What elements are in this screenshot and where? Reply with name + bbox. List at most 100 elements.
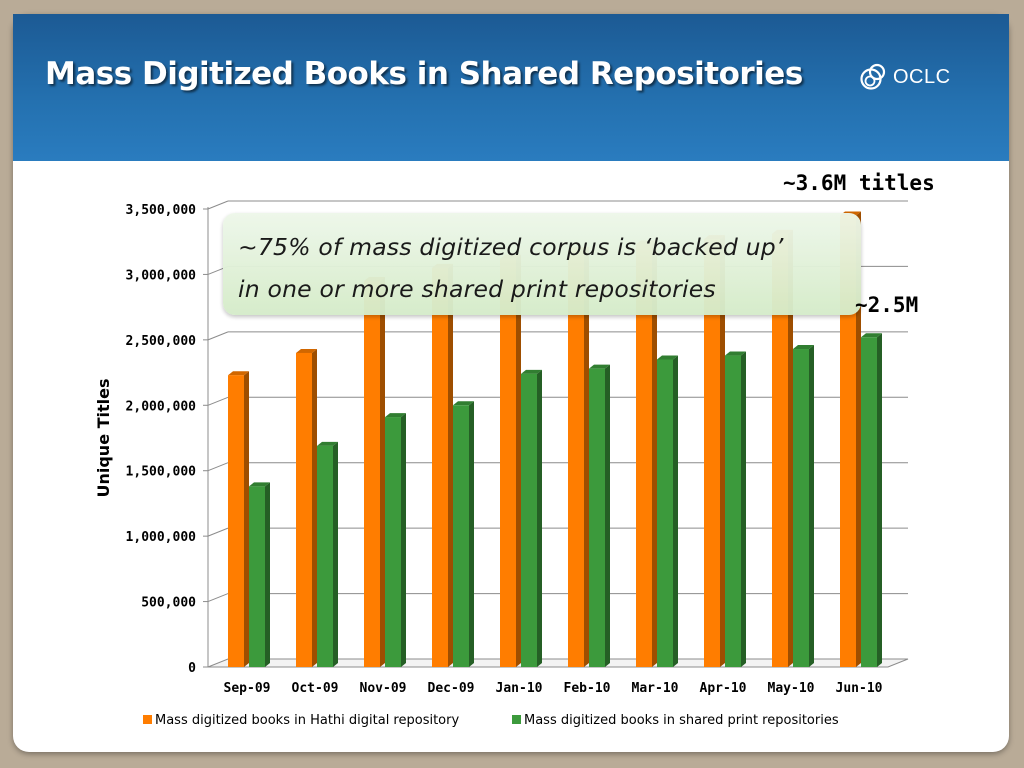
bar-top	[657, 355, 678, 360]
x-tick-label: Jan-10	[496, 681, 543, 696]
x-tick-label: Dec-09	[428, 681, 475, 696]
bar-side	[312, 348, 317, 667]
x-tick-label: Jun-10	[836, 681, 883, 696]
bar-face	[636, 244, 652, 667]
bar-face	[453, 405, 469, 667]
annotation-shared-titles: ~2.5M	[855, 293, 919, 317]
callout-box	[223, 213, 861, 315]
bar-shared-print	[725, 351, 746, 667]
bar-side	[380, 276, 385, 667]
bar-face	[861, 337, 877, 667]
x-tick-label: Sep-09	[224, 681, 271, 696]
bar-hathi	[296, 348, 317, 667]
y-tick-label: 1,000,000	[126, 530, 197, 545]
bar-side	[537, 369, 542, 667]
slide-title: Mass Digitized Books in Shared Repositor…	[45, 56, 803, 92]
bar-top	[793, 345, 814, 350]
bar-shared-print	[521, 369, 542, 667]
bar-hathi	[568, 246, 589, 668]
bar-side	[265, 482, 270, 667]
bar-face	[228, 375, 244, 667]
bar-hathi	[840, 211, 861, 668]
bar-face	[840, 215, 856, 668]
y-tick-label: 2,000,000	[126, 399, 197, 414]
bar-shared-print	[317, 441, 338, 667]
bar-side	[448, 263, 453, 667]
bar-side	[584, 246, 589, 668]
bar-shared-print	[249, 482, 270, 667]
x-tick-label: Oct-09	[292, 681, 339, 696]
bar-top	[521, 369, 542, 374]
bar-face	[568, 250, 584, 668]
bar-side	[516, 254, 521, 667]
callout-line-2: in one or more shared print repositories	[238, 275, 716, 303]
bar-top	[249, 482, 270, 487]
callout-line-1: ~75% of mass digitized corpus is ‘backed…	[238, 233, 784, 261]
y-axis-label: Unique Titles	[94, 378, 113, 497]
bar-top	[725, 351, 746, 356]
callout-text: ~75% of mass digitized corpus is ‘backed…	[238, 226, 858, 310]
bar-hathi	[228, 371, 249, 667]
y-tick-label: 2,500,000	[126, 334, 197, 349]
bar-side	[856, 211, 861, 668]
bar-face	[432, 267, 448, 667]
bar-face	[793, 349, 809, 667]
bar-shared-print	[589, 364, 610, 667]
bar-side	[809, 345, 814, 667]
legend-label: Mass digitized books in Hathi digital re…	[155, 713, 459, 728]
gridline-depth	[207, 331, 229, 341]
y-tick-label: 3,500,000	[126, 203, 197, 218]
x-tick-label: May-10	[768, 681, 815, 696]
gridline-depth	[207, 462, 229, 472]
bar-top	[453, 401, 474, 406]
bar-face	[772, 233, 788, 667]
oclc-logo-icon	[860, 63, 886, 90]
bar-side	[673, 355, 678, 667]
logo-text: OCLC	[893, 65, 951, 88]
bar-top	[861, 333, 882, 338]
bar-face	[500, 258, 516, 667]
legend-swatch	[512, 715, 521, 724]
bar-side	[741, 351, 746, 667]
bar-shared-print	[793, 345, 814, 667]
bar-side	[244, 371, 249, 667]
bar-side	[652, 240, 657, 668]
legend-label: Mass digitized books in shared print rep…	[524, 713, 839, 728]
y-tick-label: 500,000	[141, 596, 196, 611]
gridline-depth	[207, 593, 229, 603]
bar-hathi	[364, 276, 385, 667]
bar-top	[296, 348, 317, 353]
oclc-logo: OCLC	[859, 61, 951, 93]
bar-top	[317, 441, 338, 446]
annotation-total-titles: ~3.6M titles	[783, 171, 935, 195]
bar-face	[657, 359, 673, 667]
y-tick-label: 1,500,000	[126, 465, 197, 480]
bar-face	[317, 445, 333, 667]
bar-face	[364, 280, 380, 667]
y-tick-label: 0	[188, 661, 196, 676]
gridline-depth	[207, 527, 229, 537]
title-banner	[13, 14, 1009, 161]
bar-hathi	[704, 235, 725, 667]
x-tick-label: Apr-10	[700, 681, 747, 696]
bar-face	[725, 355, 741, 667]
bar-side	[720, 235, 725, 667]
y-tick-label: 3,000,000	[126, 268, 197, 283]
bar-shared-print	[385, 413, 406, 667]
legend-swatch	[143, 715, 152, 724]
bar-face	[704, 239, 720, 667]
gridline-depth	[207, 396, 229, 406]
bar-side	[788, 229, 793, 667]
bar-face	[589, 368, 605, 667]
bar-side	[333, 441, 338, 667]
gridline-depth	[207, 200, 229, 210]
bar-side	[877, 333, 882, 667]
bar-side	[469, 401, 474, 667]
bar-shared-print	[861, 333, 882, 667]
bar-face	[249, 486, 265, 667]
x-tick-label: Nov-09	[360, 681, 407, 696]
bar-shared-print	[657, 355, 678, 667]
bar-face	[296, 352, 312, 667]
bar-face	[385, 417, 401, 667]
